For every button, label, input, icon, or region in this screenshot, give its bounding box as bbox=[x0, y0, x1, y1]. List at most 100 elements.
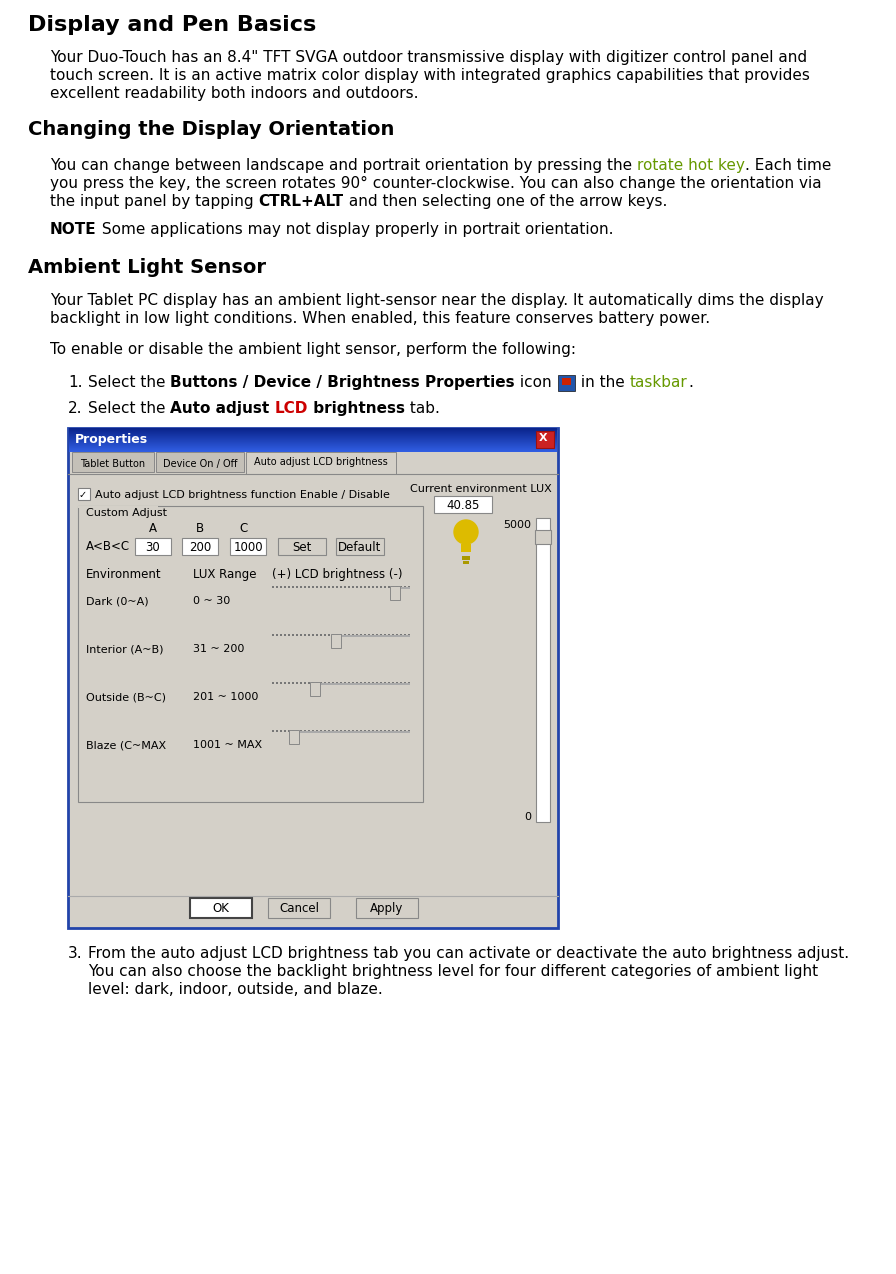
Text: Select the: Select the bbox=[88, 375, 170, 390]
Bar bbox=[190, 898, 252, 919]
Text: touch screen. It is an active matrix color display with integrated graphics capa: touch screen. It is an active matrix col… bbox=[50, 68, 810, 83]
Text: excellent readability both indoors and outdoors.: excellent readability both indoors and o… bbox=[50, 87, 418, 101]
Text: Auto adjust LCD brightness function Enable / Disable: Auto adjust LCD brightness function Enab… bbox=[95, 490, 390, 499]
Bar bbox=[78, 506, 158, 508]
Bar bbox=[360, 682, 362, 684]
Bar bbox=[388, 730, 390, 733]
Text: rotate hot key: rotate hot key bbox=[637, 158, 745, 173]
Bar bbox=[408, 682, 410, 684]
Bar bbox=[316, 682, 318, 684]
Text: Set: Set bbox=[292, 541, 312, 554]
Bar bbox=[336, 586, 338, 589]
Text: 3.: 3. bbox=[68, 947, 82, 961]
Bar bbox=[364, 730, 366, 733]
Bar bbox=[372, 634, 374, 636]
Text: tab.: tab. bbox=[405, 401, 440, 417]
Bar bbox=[384, 682, 386, 684]
Bar bbox=[380, 730, 382, 733]
Bar bbox=[320, 586, 322, 589]
Text: level: dark, indoor, outside, and blaze.: level: dark, indoor, outside, and blaze. bbox=[88, 982, 383, 998]
Text: Your Duo-Touch has an 8.4" TFT SVGA outdoor transmissive display with digitizer : Your Duo-Touch has an 8.4" TFT SVGA outd… bbox=[50, 50, 807, 65]
Text: Auto adjust: Auto adjust bbox=[170, 401, 275, 417]
Text: OK: OK bbox=[212, 902, 229, 915]
Bar bbox=[404, 730, 406, 733]
Bar bbox=[276, 586, 278, 589]
Bar bbox=[72, 452, 154, 471]
Bar bbox=[276, 730, 278, 733]
Bar bbox=[324, 682, 326, 684]
Bar bbox=[272, 682, 274, 684]
Bar bbox=[324, 634, 326, 636]
Bar bbox=[292, 682, 294, 684]
Bar bbox=[304, 586, 306, 589]
Bar bbox=[308, 682, 310, 684]
Text: Display and Pen Basics: Display and Pen Basics bbox=[28, 15, 316, 34]
Bar bbox=[462, 555, 470, 561]
Bar bbox=[400, 634, 402, 636]
Bar bbox=[320, 634, 322, 636]
Bar bbox=[352, 586, 354, 589]
Text: A: A bbox=[149, 522, 157, 535]
Bar bbox=[278, 538, 326, 555]
Text: ✓: ✓ bbox=[79, 490, 87, 499]
Bar bbox=[360, 586, 362, 589]
Bar bbox=[392, 634, 394, 636]
Bar bbox=[364, 682, 366, 684]
Text: 201 ~ 1000: 201 ~ 1000 bbox=[193, 692, 258, 702]
Bar bbox=[336, 682, 338, 684]
Bar bbox=[280, 730, 282, 733]
Bar bbox=[320, 683, 410, 685]
Bar bbox=[332, 730, 334, 733]
Text: Outside (B~C): Outside (B~C) bbox=[86, 692, 166, 702]
Bar bbox=[316, 634, 318, 636]
Bar bbox=[156, 452, 244, 471]
Bar bbox=[372, 682, 374, 684]
Text: in the taskbar: in the taskbar bbox=[0, 375, 111, 390]
Bar bbox=[312, 730, 314, 733]
Bar bbox=[328, 634, 330, 636]
Text: 200: 200 bbox=[189, 541, 211, 554]
Text: CTRL+ALT: CTRL+ALT bbox=[259, 194, 344, 209]
Text: Apply: Apply bbox=[370, 902, 404, 915]
Bar bbox=[390, 586, 400, 600]
Text: and then selecting one of the arrow keys.: and then selecting one of the arrow keys… bbox=[344, 194, 667, 209]
Text: From the auto adjust LCD brightness tab you can activate or deactivate the auto : From the auto adjust LCD brightness tab … bbox=[88, 947, 849, 961]
Bar bbox=[356, 586, 358, 589]
Bar bbox=[312, 682, 314, 684]
Bar bbox=[348, 634, 350, 636]
Bar bbox=[396, 634, 398, 636]
Text: B: B bbox=[196, 522, 204, 535]
Bar bbox=[135, 538, 171, 555]
Text: 0 ~ 30: 0 ~ 30 bbox=[193, 596, 230, 606]
Bar bbox=[340, 682, 342, 684]
Text: Some applications may not display properly in portrait orientation.: Some applications may not display proper… bbox=[97, 222, 613, 237]
Text: 0: 0 bbox=[524, 812, 531, 822]
Text: taskbar: taskbar bbox=[630, 375, 688, 390]
Bar bbox=[352, 634, 354, 636]
Bar bbox=[300, 634, 302, 636]
Bar bbox=[392, 682, 394, 684]
Bar bbox=[384, 730, 386, 733]
Bar bbox=[284, 682, 286, 684]
Bar bbox=[380, 586, 382, 589]
Bar bbox=[292, 634, 294, 636]
Bar bbox=[324, 730, 326, 733]
Text: To enable or disable the ambient light sensor, perform the following:: To enable or disable the ambient light s… bbox=[50, 341, 576, 357]
Bar bbox=[296, 586, 298, 589]
Bar bbox=[336, 634, 338, 636]
Bar bbox=[300, 730, 302, 733]
Bar bbox=[408, 586, 410, 589]
Bar bbox=[336, 538, 384, 555]
Bar bbox=[396, 730, 398, 733]
Text: the input panel by tapping: the input panel by tapping bbox=[50, 194, 259, 209]
Bar bbox=[400, 587, 410, 589]
Text: You can also choose the backlight brightness level for four different categories: You can also choose the backlight bright… bbox=[88, 964, 818, 978]
Text: LCD: LCD bbox=[275, 401, 308, 417]
Text: 2.: 2. bbox=[68, 401, 82, 417]
Bar bbox=[388, 682, 390, 684]
Text: Properties: Properties bbox=[75, 433, 148, 446]
Bar bbox=[408, 634, 410, 636]
Text: Ambient Light Sensor: Ambient Light Sensor bbox=[28, 259, 266, 276]
Bar bbox=[296, 682, 298, 684]
Bar bbox=[388, 586, 390, 589]
